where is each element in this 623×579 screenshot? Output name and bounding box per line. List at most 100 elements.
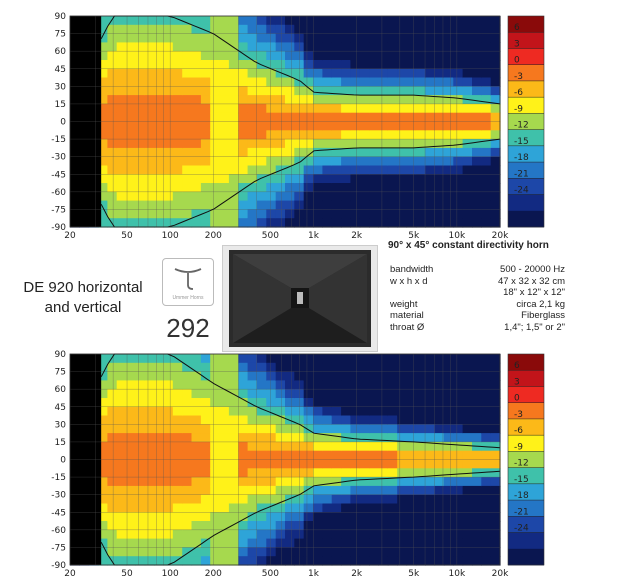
heatmap-cell [200,406,211,417]
heatmap-cell [266,450,277,461]
heatmap-cell [322,556,333,566]
heatmap-cell [126,512,136,522]
heatmap-cell [200,183,211,193]
heatmap-cell [219,200,230,210]
heatmap-cell [116,477,127,487]
heatmap-cell [453,398,464,408]
heatmap-cell [163,68,174,79]
heatmap-cell [490,424,501,434]
heatmap-cell [238,529,249,540]
heatmap-cell [154,42,164,52]
heatmap-cell [98,494,108,505]
heatmap-cell [247,406,258,417]
heatmap-cell [294,521,305,531]
heatmap-cell [313,121,323,131]
heatmap-cell [210,112,221,123]
heatmap-cell [126,156,136,167]
heatmap-cell [200,16,211,26]
heatmap-cell [294,156,305,167]
heatmap-cell [163,371,174,381]
heatmap-cell [425,441,436,452]
heatmap-cell [490,86,501,96]
heatmap-cell [238,139,249,149]
x-tick-label: 100 [162,231,179,240]
heatmap-cell [415,521,426,531]
heatmap-cell [369,51,379,61]
heatmap-cell [415,60,426,70]
heatmap-cell [313,86,323,96]
heatmap-cell [228,174,239,184]
heatmap-cell [98,156,108,167]
heatmap-cell [322,218,333,228]
heatmap-cell [107,103,118,114]
heatmap-cell [210,468,221,478]
heatmap-cell [238,33,249,43]
heatmap-cell [313,424,323,434]
heatmap-cell [331,433,342,443]
heatmap-cell [462,77,473,87]
heatmap-cell [322,371,333,381]
heatmap-cell [350,183,361,193]
heatmap-cell [219,503,230,513]
heatmap-cell [434,68,445,79]
heatmap-cell [275,121,286,131]
heatmap-cell [191,450,202,461]
heatmap-cell [219,183,230,193]
heatmap-cell [322,147,333,158]
heatmap-cell [172,95,183,105]
heatmap-cell [425,191,436,202]
heatmap-cell [182,494,193,505]
heatmap-cell [350,112,361,123]
heatmap-cell [98,433,108,443]
heatmap-cell [481,77,492,87]
legend-tick-label: 0 [514,394,520,404]
heatmap-cell [415,147,426,158]
heatmap-cell [303,147,314,158]
heatmap-cell [210,209,221,219]
heatmap-cell [144,441,155,452]
heatmap-cell [378,354,389,364]
heatmap-cell [200,174,211,184]
heatmap-cell [210,139,221,149]
heatmap-cell [154,424,164,434]
heatmap-cell [472,42,482,52]
heatmap-cell [126,468,136,478]
heatmap-cell [219,362,230,373]
heatmap-cell [341,538,351,548]
heatmap-cell [172,24,183,35]
heatmap-cell [313,503,323,513]
heatmap-cell [163,389,174,399]
heatmap-cell [294,16,305,26]
heatmap-cell [200,556,211,566]
heatmap-cell [350,130,361,140]
heatmap-cell [219,77,230,87]
heatmap-cell [285,86,295,96]
heatmap-cell [481,450,492,461]
heatmap-cell [294,42,305,52]
heatmap-cell [462,354,473,364]
heatmap-cell [172,121,183,131]
heatmap-cell [331,51,342,61]
y-tick-label: 15 [55,100,66,110]
heatmap-cell [406,183,417,193]
heatmap-cell [453,389,464,399]
heatmap-cell [462,16,473,26]
heatmap-cell [322,68,333,79]
heatmap-cell [285,450,295,461]
heatmap-cell [144,24,155,35]
heatmap-cell [322,209,333,219]
heatmap-cell [126,60,136,70]
heatmap-cell [472,156,482,167]
heatmap-cell [163,354,174,364]
heatmap-cell [135,165,146,175]
heatmap-cell [98,380,108,390]
heatmap-cell [238,503,249,513]
heatmap-cell [481,512,492,522]
heatmap-cell [359,406,370,417]
plot-frame [69,353,501,566]
heatmap-cell [172,538,183,548]
heatmap-cell [107,112,118,123]
heatmap-cell [275,371,286,381]
heatmap-cell [331,42,342,52]
